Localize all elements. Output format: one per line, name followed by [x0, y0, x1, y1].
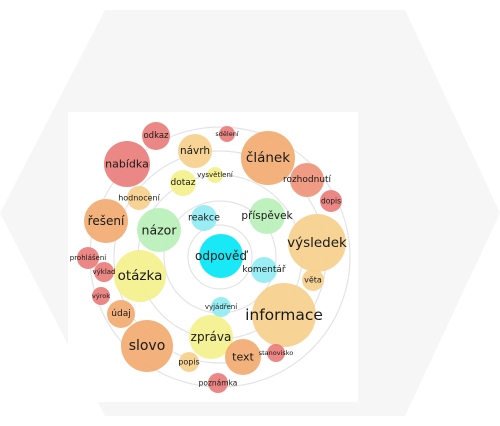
word-bubble	[219, 126, 235, 142]
word-label: článek	[246, 150, 290, 166]
word-label: komentář	[242, 265, 285, 275]
word-label: názor	[142, 223, 178, 238]
word-bubble	[199, 234, 243, 278]
word-bubble	[207, 167, 223, 183]
word-node-komentar: komentář	[242, 257, 286, 283]
word-label: nabídka	[105, 158, 149, 171]
word-node-zprava: zpráva	[189, 315, 233, 359]
word-node-nabidka: nabídka	[104, 141, 150, 187]
word-label: dotaz	[171, 178, 196, 188]
word-label: hodnocení	[118, 194, 160, 203]
word-label: zpráva	[191, 330, 232, 344]
word-label: reakce	[188, 213, 220, 224]
word-bubble	[142, 122, 170, 150]
word-node-nazor: názor	[137, 208, 181, 252]
word-bubble	[107, 300, 135, 328]
word-bubble	[302, 269, 324, 291]
word-node-informace: informace	[245, 283, 323, 347]
word-node-text: text	[225, 339, 261, 375]
word-node-vysvetleni: vysvětlení	[197, 167, 234, 183]
word-label: dopis	[321, 197, 341, 206]
word-label: sdělení	[215, 130, 238, 138]
word-bubble	[189, 315, 233, 359]
word-bubble	[249, 198, 285, 234]
word-label: řešení	[88, 214, 125, 228]
word-label: odpověď	[195, 249, 248, 263]
word-bubble	[225, 339, 261, 375]
word-node-rozhodnuti: rozhodnutí	[283, 163, 332, 197]
word-bubble	[251, 257, 277, 283]
word-label: otázka	[118, 268, 163, 284]
word-node-reakce: reakce	[188, 205, 220, 231]
word-label: vysvětlení	[197, 171, 234, 179]
word-node-vyrok: výrok	[92, 287, 110, 305]
word-label: text	[232, 351, 254, 364]
word-node-udaj: údaj	[107, 300, 135, 328]
word-label: výsledek	[287, 235, 347, 251]
word-bubble	[92, 287, 110, 305]
word-node-vysledek: výsledek	[287, 214, 347, 272]
word-node-prohlaseni: prohlášení	[70, 247, 108, 269]
word-bubble	[179, 352, 199, 372]
word-bubble	[211, 297, 231, 317]
word-bubble	[178, 134, 212, 168]
word-node-hodnoceni: hodnocení	[118, 186, 161, 210]
word-node-vyjadreni: vyjádření	[205, 297, 238, 317]
word-bubble	[121, 320, 173, 372]
word-node-sdeleni: sdělení	[215, 126, 239, 142]
word-bubble	[191, 205, 217, 231]
word-label: popis	[178, 358, 199, 367]
word-node-navrh: návrh	[178, 134, 212, 168]
word-bubble	[84, 199, 128, 243]
word-label: příspěvek	[241, 210, 293, 222]
word-node-poznamka: poznámka	[199, 373, 238, 393]
word-bubble	[252, 283, 316, 347]
word-bubble	[104, 141, 150, 187]
word-bubble	[127, 186, 151, 210]
word-node-otazka: otázka	[114, 250, 166, 302]
word-bubble	[288, 214, 346, 272]
word-label: návrh	[180, 145, 210, 157]
word-label: informace	[245, 306, 323, 324]
word-bubble	[267, 344, 285, 362]
word-label: výklad	[92, 268, 115, 276]
word-bubble	[320, 190, 342, 212]
word-node-odkaz: odkaz	[142, 122, 170, 150]
word-label: rozhodnutí	[283, 175, 332, 185]
word-label: výrok	[92, 292, 110, 300]
word-bubble	[137, 208, 181, 252]
word-label: vyjádření	[205, 303, 238, 311]
word-node-dopis: dopis	[320, 190, 342, 212]
word-node-popis: popis	[178, 352, 200, 372]
word-node-odpoved: odpověď	[195, 234, 248, 278]
word-label: údaj	[111, 309, 130, 319]
word-bubble	[77, 247, 99, 269]
word-label: věta	[304, 276, 322, 285]
word-bubble	[208, 373, 228, 393]
word-label: slovo	[129, 338, 166, 354]
word-node-clanek: článek	[241, 131, 295, 185]
word-node-dotaz: dotaz	[170, 170, 196, 196]
word-node-veta: věta	[302, 269, 324, 291]
word-bubble	[170, 170, 196, 196]
word-bubble	[114, 250, 166, 302]
ring-1	[187, 224, 253, 290]
word-node-reseni: řešení	[84, 199, 128, 243]
word-node-slovo: slovo	[121, 320, 173, 372]
word-label: stanovisko	[259, 349, 294, 357]
word-node-stanovisko: stanovisko	[259, 344, 294, 362]
word-label: odkaz	[143, 131, 169, 141]
word-node-vyklad: výklad	[92, 262, 116, 282]
word-label: prohlášení	[70, 254, 108, 262]
word-bubble	[290, 163, 324, 197]
word-node-prispevek: příspěvek	[241, 198, 294, 234]
word-label: poznámka	[199, 379, 238, 388]
word-bubble	[94, 262, 114, 282]
word-bubble	[241, 131, 295, 185]
